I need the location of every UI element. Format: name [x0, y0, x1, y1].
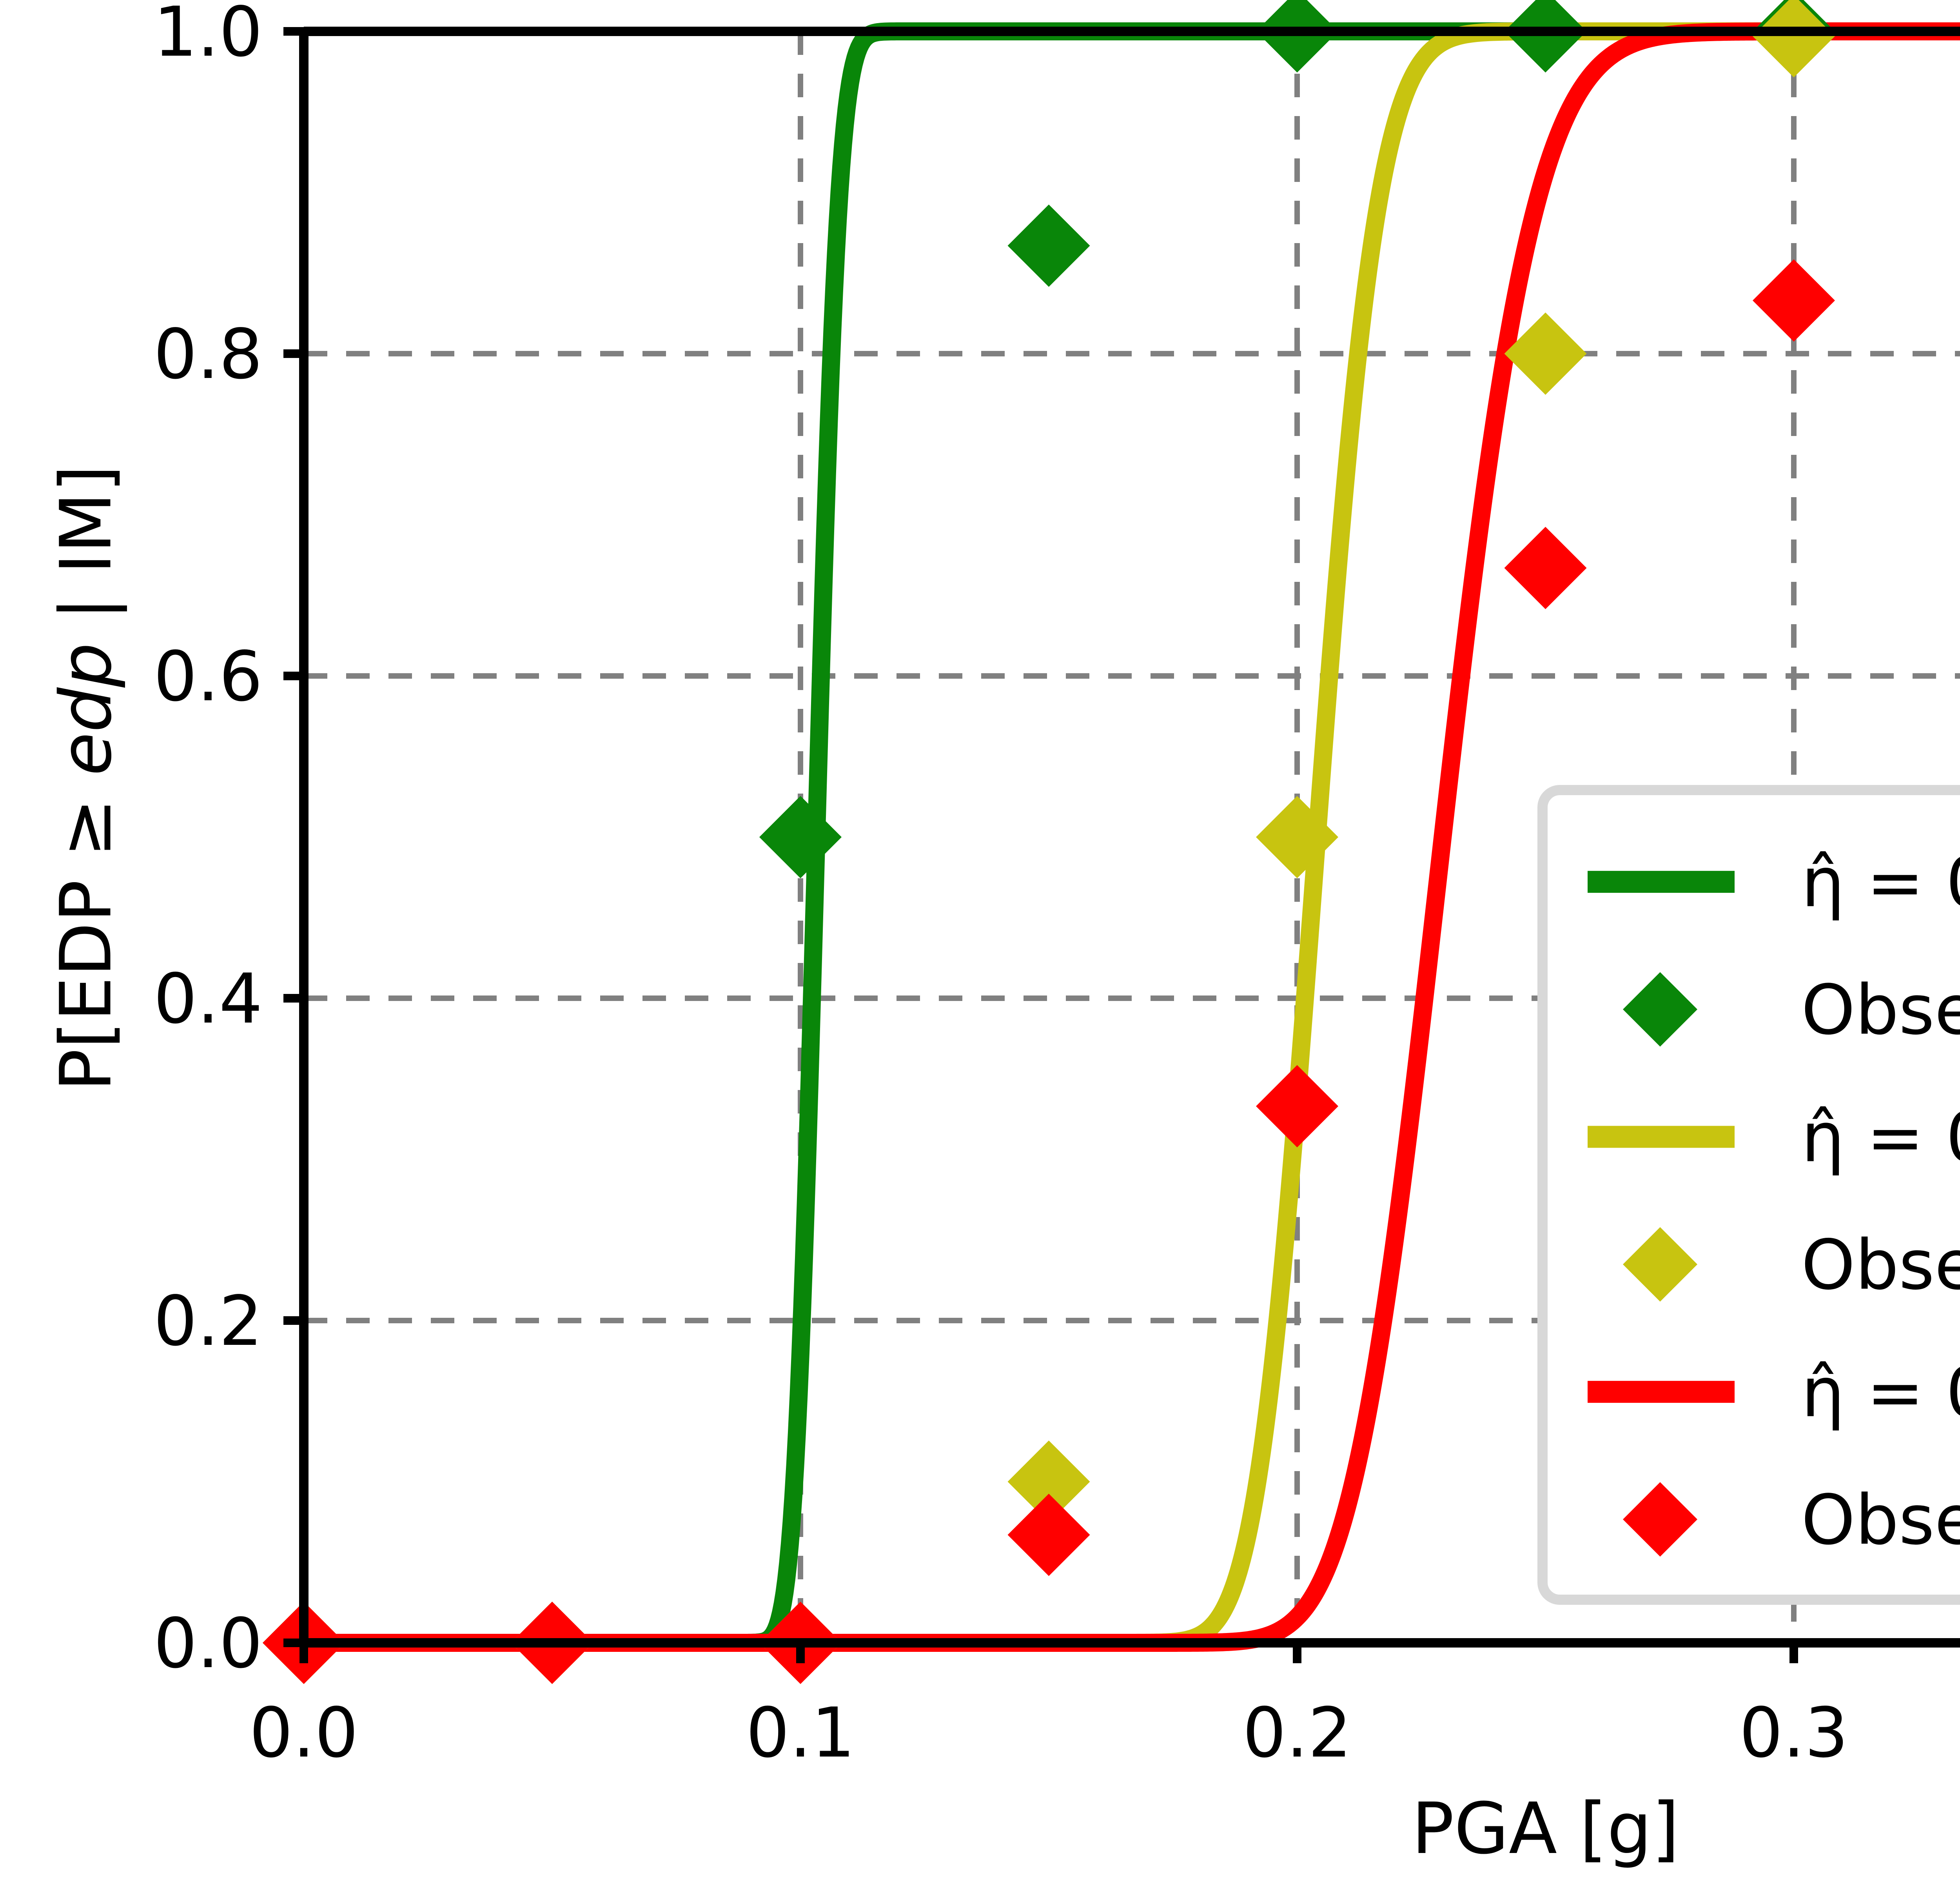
legend-marker-swatch-1 [1623, 972, 1697, 1047]
y-tick-label-0: 0.0 [154, 1604, 263, 1684]
x-tick-label-1: 0.1 [746, 1693, 855, 1773]
legend-label-4: η̂ = 0.2293; β̂ = 0.0637 [1801, 1349, 1960, 1433]
y-tick-label-5: 1.0 [154, 0, 263, 72]
y-tick-label-4: 0.8 [154, 315, 263, 394]
observation-marker-io [759, 796, 842, 878]
legend-label-3: Observations CP [1801, 1226, 1960, 1305]
y-axis-label-pre: P[EDP ≥ [45, 776, 127, 1092]
legend-label-1: Observations IO [1801, 970, 1960, 1050]
x-tick-label-0: 0.0 [249, 1693, 358, 1773]
y-axis-label-italic: edp [45, 643, 127, 776]
legend-label-0: η̂ = 0.1032; β̂ = 0.0344 [1801, 839, 1960, 923]
legend-label-2: η̂ = 0.2040; β̂ = 0.0473 [1801, 1094, 1960, 1178]
observation-marker-cp [1753, 0, 1835, 78]
observation-marker-nc [1256, 1065, 1338, 1148]
axis-spines [299, 27, 1960, 1648]
axis-ticks [283, 27, 1798, 1663]
observation-marker-nc [1753, 259, 1835, 342]
y-tick-label-1: 0.2 [154, 1282, 263, 1361]
x-axis-label: PGA [g] [1411, 1788, 1680, 1870]
y-axis-label: P[EDP ≥ edp | IM] [45, 229, 127, 1327]
legend[interactable]: η̂ = 0.1032; β̂ = 0.0344 Observations IO η… [1537, 785, 1960, 1605]
observation-markers [263, 0, 1835, 1684]
legend-label-5: Observations NC [1801, 1481, 1960, 1560]
axis-tick-labels: 0.00.10.20.30.40.50.00.20.40.60.81.0 [154, 0, 1848, 1773]
observation-marker-io [1007, 204, 1090, 287]
observation-marker-cp [1256, 796, 1338, 878]
observation-marker-io [1504, 0, 1587, 73]
observation-marker-nc [1504, 527, 1587, 609]
x-tick-label-3: 0.3 [1739, 1693, 1848, 1773]
y-axis-label-post: | IM] [45, 465, 127, 643]
observation-marker-nc [1007, 1493, 1090, 1576]
observation-marker-io [1256, 0, 1338, 73]
x-tick-label-2: 0.2 [1243, 1693, 1352, 1773]
legend-marker-swatch-5 [1623, 1482, 1697, 1557]
observation-marker-cp [1007, 1441, 1090, 1523]
y-tick-label-3: 0.6 [154, 637, 263, 717]
legend-marker-swatch-3 [1623, 1227, 1697, 1302]
observation-marker-cp [1504, 312, 1587, 395]
y-tick-label-2: 0.4 [154, 959, 263, 1039]
